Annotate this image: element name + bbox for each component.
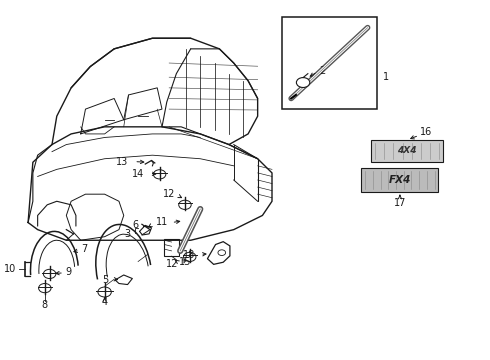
Text: 7: 7 xyxy=(82,244,88,254)
Text: 10: 10 xyxy=(4,264,17,274)
Bar xyxy=(164,239,179,256)
Bar xyxy=(282,17,377,109)
Text: 16: 16 xyxy=(420,127,432,137)
Text: 18: 18 xyxy=(183,250,196,260)
Text: 2: 2 xyxy=(319,66,325,76)
Text: FX4: FX4 xyxy=(389,175,411,185)
Text: 14: 14 xyxy=(132,168,144,179)
Circle shape xyxy=(296,77,310,87)
Text: 9: 9 xyxy=(65,267,72,277)
Text: 12: 12 xyxy=(163,189,175,199)
Text: 3: 3 xyxy=(125,229,131,239)
FancyBboxPatch shape xyxy=(371,140,443,162)
Text: 15: 15 xyxy=(179,257,192,267)
Text: 11: 11 xyxy=(156,217,168,227)
Text: 4: 4 xyxy=(101,297,108,307)
Text: 1: 1 xyxy=(383,72,389,82)
Text: 8: 8 xyxy=(42,300,48,310)
FancyBboxPatch shape xyxy=(362,168,439,192)
Text: 13: 13 xyxy=(116,157,128,167)
Text: 4X4: 4X4 xyxy=(397,146,417,155)
Text: 6: 6 xyxy=(132,220,138,230)
Text: 5: 5 xyxy=(102,275,108,285)
Text: 12: 12 xyxy=(166,259,178,269)
Text: 17: 17 xyxy=(394,198,406,208)
